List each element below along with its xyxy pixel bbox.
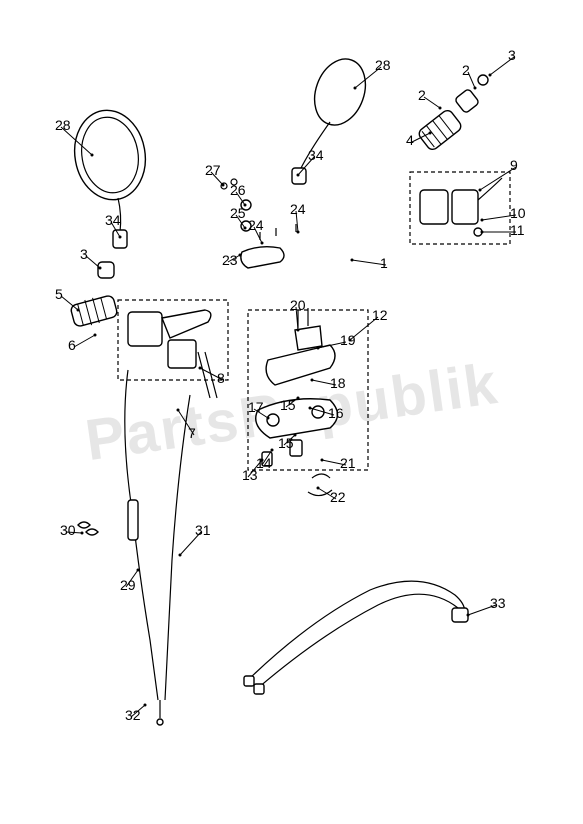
callout-number: 23: [222, 252, 238, 268]
callout-number: 14: [256, 455, 272, 471]
callout-dot: [317, 487, 320, 490]
callout-number: 15: [278, 435, 294, 451]
callout-dot: [429, 132, 432, 135]
callout-dot: [222, 184, 225, 187]
callout-number: 21: [340, 455, 356, 471]
callout-number: 17: [248, 399, 264, 415]
callout-dot: [244, 227, 247, 230]
callout-dot: [294, 434, 297, 437]
callout-number: 25: [230, 205, 246, 221]
callout-number: 22: [330, 489, 346, 505]
part-bar-end-left: [98, 262, 114, 278]
callout-number: 6: [68, 337, 76, 353]
callout-number: 3: [508, 47, 516, 63]
callout-dot: [199, 367, 202, 370]
callout-number: 24: [290, 201, 306, 217]
callout-number: 10: [510, 205, 526, 221]
callout-number: 2: [418, 87, 426, 103]
callout-number: 15: [280, 397, 296, 413]
callout-dot: [311, 379, 314, 382]
callout-number: 7: [188, 425, 196, 441]
callout-dot: [244, 204, 247, 207]
callout-number: 34: [308, 147, 324, 163]
callout-number: 9: [510, 157, 518, 173]
diagram-canvas: 1223345678910111213141515161718192021222…: [0, 0, 583, 824]
callout-dot: [481, 219, 484, 222]
callout-number: 31: [195, 522, 211, 538]
part-grip-right: [417, 108, 463, 152]
callout-number: 19: [340, 332, 356, 348]
callout-dot: [351, 259, 354, 262]
callout-dot: [267, 417, 270, 420]
callout-dot: [479, 189, 482, 192]
callout-dot: [94, 334, 97, 337]
callout-number: 2: [462, 62, 470, 78]
callout-dot: [439, 107, 442, 110]
callout-dot: [297, 329, 300, 332]
callout-number: 3: [80, 246, 88, 262]
callout-dot: [81, 532, 84, 535]
callout-leader: [61, 296, 78, 310]
callout-dot: [99, 267, 102, 270]
callout-dot: [481, 231, 484, 234]
callout-dot: [261, 242, 264, 245]
callout-number: 27: [205, 162, 221, 178]
callout-dot: [297, 174, 300, 177]
callout-dot: [91, 154, 94, 157]
callout-number: 28: [375, 57, 391, 73]
callout-number: 30: [60, 522, 76, 538]
callout-number: 16: [328, 405, 344, 421]
part-cable-31: [157, 395, 190, 725]
callout-dot: [137, 569, 140, 572]
callout-leader: [424, 97, 440, 108]
part-switch-left: [118, 300, 228, 398]
callout-dot: [239, 254, 242, 257]
callout-number: 28: [55, 117, 71, 133]
callout-number: 18: [330, 375, 346, 391]
callout-dot: [77, 309, 80, 312]
callout-dot: [309, 407, 312, 410]
callout-dot: [317, 347, 320, 350]
callout-dot: [297, 397, 300, 400]
callout-number: 29: [120, 577, 136, 593]
callout-dot: [297, 231, 300, 234]
callout-number: 26: [230, 182, 246, 198]
part-mirror-right: [292, 52, 374, 184]
callout-dot: [489, 74, 492, 77]
callout-number: 1: [380, 255, 388, 271]
part-cable-33: [244, 581, 468, 694]
callout-number: 34: [105, 212, 121, 228]
callout-leader: [74, 335, 95, 347]
callout-dot: [119, 236, 122, 239]
callout-dot: [144, 704, 147, 707]
callout-number: 12: [372, 307, 388, 323]
callout-number: 5: [55, 286, 63, 302]
callout-dot: [467, 614, 470, 617]
callout-dot: [271, 449, 274, 452]
part-switch-right: [410, 172, 510, 244]
part-circlip: [308, 474, 332, 496]
callout-number: 33: [490, 595, 506, 611]
callout-dot: [177, 409, 180, 412]
callout-dot: [474, 87, 477, 90]
callout-dot: [354, 87, 357, 90]
callout-leader: [86, 256, 100, 268]
callout-dot: [321, 459, 324, 462]
callout-dot: [179, 554, 182, 557]
callout-number: 24: [248, 217, 264, 233]
callout-number: 20: [290, 297, 306, 313]
callout-number: 8: [217, 370, 225, 386]
part-bar-end-right: [454, 75, 488, 114]
part-cable-29: [125, 370, 158, 700]
callout-number: 11: [510, 222, 525, 238]
callout-number: 32: [125, 707, 141, 723]
callout-number: 4: [406, 132, 414, 148]
